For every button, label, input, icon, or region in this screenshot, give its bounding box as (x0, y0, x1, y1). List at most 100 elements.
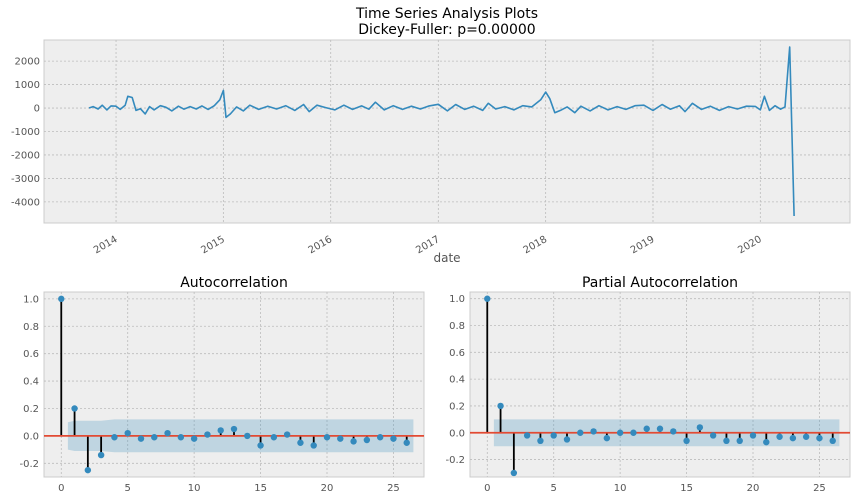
stem-marker (630, 429, 637, 436)
pacf-plot: 1.0 0.8 0.6 0.4 0.2 0.0 -0.2 0 5 10 15 20 25 (445, 291, 851, 494)
y-tick-label: 1.0 (449, 294, 465, 305)
y-tick-label: 1000 (15, 80, 40, 91)
x-tick-label: 2019 (629, 234, 657, 256)
stem-marker (177, 434, 185, 441)
x-tick-label: 25 (813, 483, 826, 494)
stem-marker (670, 428, 677, 435)
stem-marker (390, 435, 397, 442)
y-tick-label: 0.8 (23, 322, 39, 333)
stem-marker (97, 451, 105, 459)
x-tick-label: 25 (387, 483, 400, 494)
stem-marker (283, 431, 291, 438)
x-tick-label: 2014 (92, 234, 120, 256)
stem-marker (537, 437, 544, 445)
stem-marker (776, 433, 783, 440)
x-tick-label: 2020 (736, 234, 764, 256)
stem-marker (244, 432, 251, 440)
x-tick-label: 0 (484, 483, 490, 494)
stem-marker (376, 434, 384, 441)
plot-area (469, 291, 851, 478)
main-title: Time Series Analysis Plots (355, 6, 538, 22)
stem-marker (230, 425, 238, 433)
stem-marker (603, 434, 611, 442)
y-tick-label: 0.4 (449, 375, 465, 386)
stem-marker (204, 431, 211, 438)
y-tick-label: -1000 (11, 127, 40, 138)
y-tick-label: 0.6 (449, 348, 465, 359)
stem-marker (363, 436, 371, 444)
y-tick-label: 1.0 (23, 294, 39, 305)
stem-marker (84, 466, 92, 474)
stem-marker (310, 442, 317, 449)
y-tick-label: -4000 (11, 197, 40, 208)
acf-plot: 1.0 0.8 0.6 0.4 0.2 0.0 -0.2 0 5 10 15 20 25 (19, 291, 425, 494)
stem-marker (151, 434, 158, 441)
stem-marker (323, 434, 331, 441)
x-tick-label: 2015 (199, 234, 227, 256)
stem-marker (749, 432, 757, 439)
stem-marker (696, 424, 704, 431)
stem-marker (789, 434, 797, 442)
y-tick-label: 0 (34, 104, 40, 115)
pacf-title: Partial Autocorrelation (582, 275, 738, 291)
x-tick-label: 10 (614, 483, 627, 494)
stem-marker (217, 427, 224, 434)
x-tick-label: 20 (747, 483, 760, 494)
y-tick-label: -0.2 (19, 459, 39, 470)
time-series-line (88, 46, 795, 217)
main-subtitle: Dickey-Fuller: p=0.00000 (358, 22, 535, 38)
stem-marker (656, 425, 664, 432)
acf-title: Autocorrelation (180, 275, 288, 291)
x-axis-label: date (433, 251, 460, 265)
stem-marker (270, 434, 278, 441)
stem-marker (563, 436, 571, 443)
stem-marker (523, 432, 531, 439)
stem-marker (190, 435, 198, 442)
x-tick-label: 5 (125, 483, 131, 494)
stem-marker (736, 437, 743, 445)
stem-marker (550, 432, 557, 439)
stem-marker (802, 433, 810, 440)
y-tick-label: 0.0 (23, 431, 39, 442)
time-series-plot: 2000 1000 0 -1000 -2000 -3000 -4000 2014 2015 201… (11, 39, 851, 256)
x-tick-label: 20 (321, 483, 334, 494)
x-tick-label: 10 (188, 483, 201, 494)
stem-marker (484, 295, 491, 302)
x-tick-label: 15 (254, 483, 267, 494)
stem-marker (137, 435, 145, 442)
stem-marker (616, 429, 624, 436)
stem-marker (709, 432, 717, 439)
plot-area (43, 39, 851, 224)
stem-marker (829, 437, 836, 445)
y-tick-label: 0.6 (23, 349, 39, 360)
stem-marker (257, 442, 264, 449)
stem-marker (577, 429, 584, 436)
stem-marker (111, 434, 118, 441)
stem-marker (71, 405, 78, 412)
stem-marker (816, 434, 823, 442)
y-tick-label: -3000 (11, 174, 40, 185)
stem-marker (510, 469, 518, 477)
y-tick-label: -2000 (11, 150, 40, 161)
y-tick-label: 0.2 (23, 404, 39, 415)
stem-marker (58, 295, 65, 303)
stem-marker (350, 438, 357, 445)
x-tick-label: 5 (551, 483, 557, 494)
stem-marker (297, 439, 304, 446)
stem-marker (164, 429, 171, 437)
y-tick-label: -0.2 (445, 455, 465, 466)
stem-marker (683, 437, 690, 445)
stem-marker (643, 425, 650, 432)
plot-area (43, 291, 425, 478)
stem-marker (497, 402, 504, 410)
x-tick-label: 2018 (522, 234, 550, 256)
y-tick-label: 0.2 (449, 401, 465, 412)
y-tick-label: 2000 (15, 57, 40, 68)
stem-marker (124, 429, 131, 437)
x-tick-label: 15 (680, 483, 693, 494)
y-tick-label: 0.0 (449, 428, 465, 439)
stem-marker (403, 439, 410, 446)
x-tick-label: 0 (58, 483, 64, 494)
stem-marker (590, 428, 597, 435)
